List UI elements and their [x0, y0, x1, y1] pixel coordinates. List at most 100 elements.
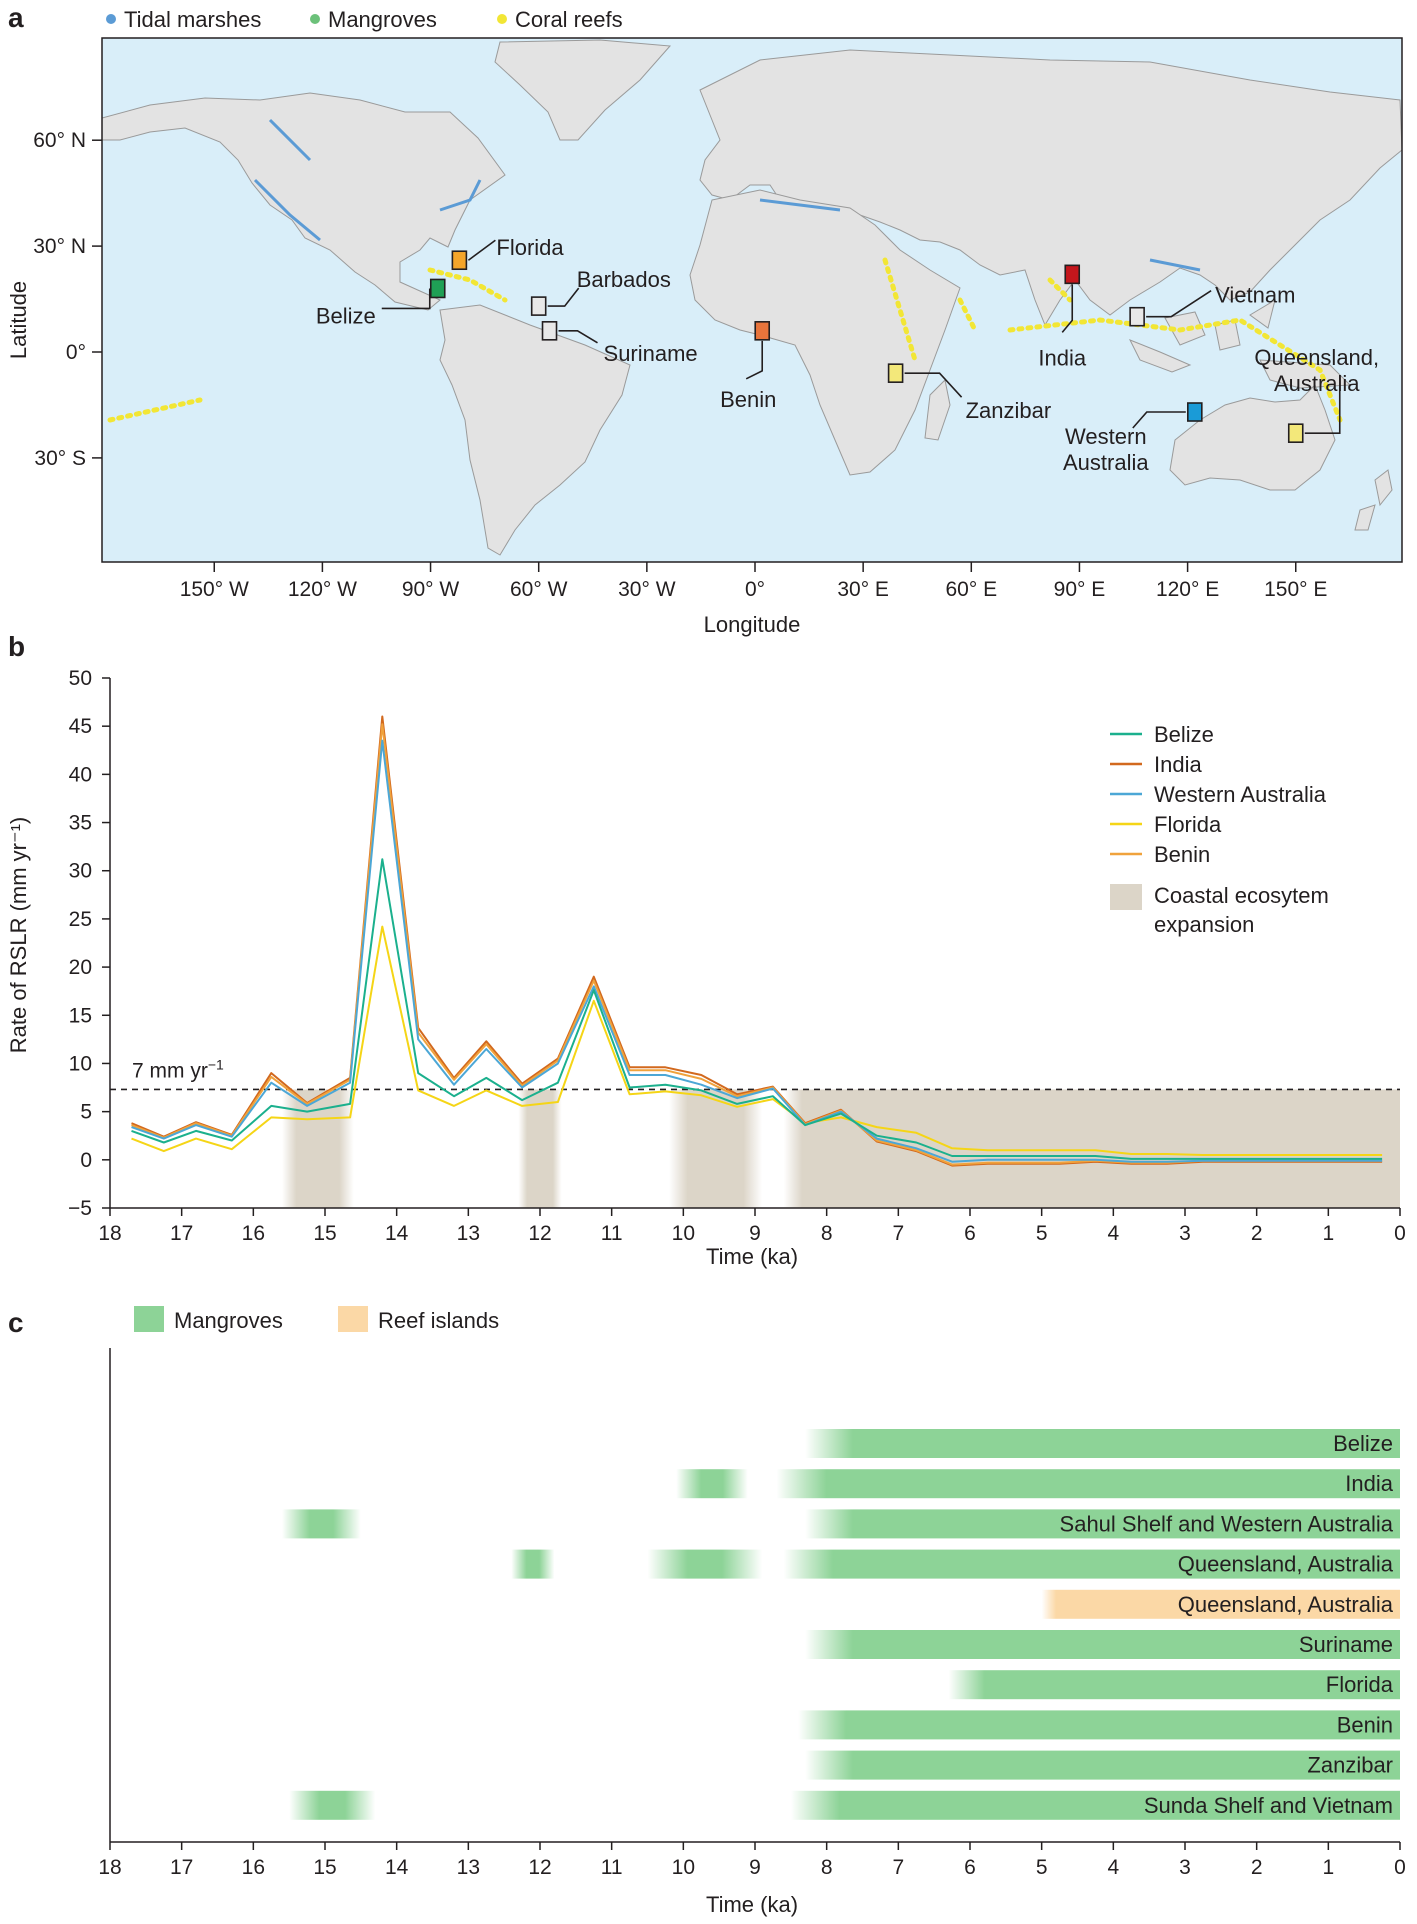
- legend-marker-mangroves: [310, 14, 320, 24]
- timeline-row-label: Zanzibar: [1307, 1753, 1393, 1778]
- timeline-bar-mangrove: [805, 1509, 1400, 1539]
- site-leader-line: [1132, 411, 1186, 429]
- tidal-marsh-overlay: [253, 118, 1201, 272]
- rslr-y-tick-label: 35: [69, 812, 92, 835]
- rslr-x-tick-label: 16: [242, 1222, 265, 1245]
- legend-label-benin: Benin: [1154, 842, 1210, 867]
- timeline-bar-mangrove: [647, 1549, 763, 1579]
- series-line-belize: [131, 858, 1383, 1160]
- timeline-x-tick-label: 5: [1036, 1856, 1048, 1879]
- lon-tick-label: 90° W: [402, 578, 460, 601]
- timeline-bar-mangrove: [783, 1549, 1400, 1579]
- rslr-x-tick-label: 12: [528, 1222, 551, 1245]
- legend-label-expansion: Coastal ecosytem: [1154, 883, 1329, 908]
- timeline-x-tick-label: 6: [964, 1856, 976, 1879]
- site-leader-line: [1146, 290, 1212, 318]
- site-marker: [754, 321, 771, 341]
- timeline-bar-mangrove: [776, 1469, 1400, 1499]
- rslr-x-tick-label: 10: [672, 1222, 695, 1245]
- site-india: India: [1038, 264, 1087, 370]
- site-label: Western: [1065, 424, 1147, 449]
- site-leader-line: [547, 287, 580, 307]
- rslr-y-axis-title: Rate of RSLR (mm yr⁻¹): [6, 817, 31, 1054]
- timeline-row-label: Sunda Shelf and Vietnam: [1144, 1793, 1393, 1818]
- site-marker: [451, 250, 468, 271]
- site-label: Australia: [1063, 450, 1149, 475]
- timeline-row-label: Sahul Shelf and Western Australia: [1060, 1511, 1394, 1536]
- site-label: Florida: [496, 235, 564, 260]
- site-marker: [1287, 423, 1304, 443]
- timeline-x-tick-label: 9: [749, 1856, 761, 1879]
- site-leader-line: [467, 239, 496, 261]
- land-north-america: [102, 92, 506, 311]
- legend-label-coral-reefs: Coral reefs: [515, 7, 623, 32]
- legend-label-india: India: [1154, 752, 1202, 777]
- site-label: Suriname: [604, 341, 698, 366]
- timeline-x-tick-label: 17: [170, 1856, 193, 1879]
- timeline-x-tick-label: 12: [528, 1856, 551, 1879]
- lon-tick-label: 90° E: [1054, 578, 1106, 601]
- rslr-y-tick-label: 30: [69, 860, 92, 883]
- site-label: India: [1038, 345, 1086, 370]
- site-leader-line: [381, 288, 431, 310]
- land-madagascar: [924, 378, 951, 441]
- site-barbados: Barbados: [530, 267, 671, 316]
- rslr-y-tick-label: 0: [80, 1149, 92, 1172]
- land-australia: [1169, 384, 1336, 491]
- timeline-x-tick-label: 11: [601, 1856, 623, 1879]
- site-vietnam: Vietnam: [1129, 283, 1295, 327]
- map-x-axis-title: Longitude: [704, 612, 801, 637]
- land-africa: [689, 189, 961, 476]
- rslr-y-tick-label: 45: [69, 715, 92, 738]
- panel-letter-c: c: [8, 1307, 24, 1338]
- timeline-legend-swatch-mangroves: [134, 1306, 164, 1332]
- timeline-row-label: Florida: [1326, 1672, 1394, 1697]
- timeline-bar-mangrove: [289, 1790, 376, 1820]
- rslr-y-tick-label: 40: [69, 763, 92, 786]
- site-marker: [530, 296, 547, 316]
- lon-tick-label: 60° E: [945, 578, 997, 601]
- timeline-x-tick-label: 2: [1251, 1856, 1263, 1879]
- site-marker: [541, 321, 558, 341]
- timeline-x-tick-label: 8: [821, 1856, 833, 1879]
- lat-tick-label: 30° S: [34, 447, 86, 470]
- site-label: Barbados: [577, 267, 671, 292]
- expansion-period: [669, 1089, 763, 1208]
- timeline-x-tick-label: 15: [313, 1856, 336, 1879]
- land-eurasia: [699, 49, 1402, 327]
- site-florida: Florida: [451, 235, 564, 271]
- site-marker: [1187, 402, 1203, 422]
- rslr-y-tick-label: 15: [69, 1004, 92, 1027]
- site-suriname: Suriname: [541, 321, 698, 366]
- rslr-x-tick-label: 18: [98, 1222, 121, 1245]
- site-label: Vietnam: [1215, 283, 1295, 308]
- timeline-x-tick-label: 7: [892, 1856, 904, 1879]
- legend-label-tidal-marshes: Tidal marshes: [124, 7, 261, 32]
- timeline-row-label: Benin: [1337, 1712, 1393, 1737]
- timeline-legend-label-mangroves: Mangroves: [174, 1308, 283, 1333]
- map-sites: Florida Belize Barbados Suriname Benin Zanzib…: [316, 235, 1379, 475]
- timeline-legend-swatch-reef-islands: [338, 1306, 368, 1332]
- site-leader-line: [745, 340, 764, 380]
- rslr-x-tick-label: 15: [313, 1222, 336, 1245]
- coastal-ecosystems-overlay: [107, 257, 1343, 423]
- site-marker: [1064, 264, 1081, 285]
- map-frame: [101, 37, 1403, 563]
- site-label: Australia: [1274, 371, 1360, 396]
- lon-tick-label: 60° W: [510, 578, 568, 601]
- timeline-bar-mangrove: [798, 1710, 1400, 1740]
- timeline-x-tick-label: 3: [1179, 1856, 1191, 1879]
- site-queensland-australia: Queensland,Australia: [1254, 345, 1379, 443]
- timeline-row-label: India: [1345, 1471, 1393, 1496]
- site-marker: [887, 363, 904, 383]
- rslr-y-tick-label: 50: [69, 667, 92, 690]
- site-label: Zanzibar: [966, 398, 1052, 423]
- panel-letter-a: a: [8, 2, 24, 33]
- rslr-x-tick-label: 4: [1107, 1222, 1119, 1245]
- site-leader-line: [904, 372, 963, 398]
- rslr-x-tick-label: 5: [1036, 1222, 1048, 1245]
- land-greenland: [494, 39, 672, 141]
- rslr-y-tick-label: 25: [69, 908, 92, 931]
- expansion-period: [783, 1089, 1400, 1208]
